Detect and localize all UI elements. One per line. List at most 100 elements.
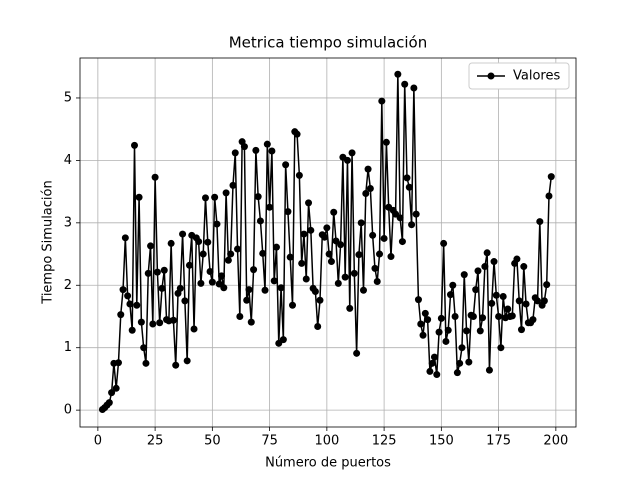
x-tick-label: 150 (429, 434, 454, 449)
data-point (277, 284, 285, 292)
data-point (293, 130, 301, 138)
data-point (199, 250, 207, 258)
data-point (437, 314, 445, 322)
data-point (243, 296, 251, 304)
legend-label: Valores (513, 69, 560, 84)
data-point (449, 281, 457, 289)
data-point (414, 296, 422, 304)
x-tick-label: 175 (486, 434, 511, 449)
data-point (169, 316, 177, 324)
data-point (515, 297, 523, 305)
data-point (305, 199, 313, 207)
data-point (153, 268, 161, 276)
data-point (307, 226, 315, 234)
data-point (366, 184, 374, 192)
data-point (357, 219, 365, 227)
data-point (543, 281, 551, 289)
data-point (227, 250, 235, 258)
data-point (497, 344, 505, 352)
data-point (266, 203, 274, 211)
data-point (474, 267, 482, 275)
data-point (355, 251, 363, 259)
x-axis-label: Número de puertos (265, 456, 391, 471)
data-point (112, 384, 120, 392)
data-point (435, 328, 443, 336)
data-point (213, 220, 221, 228)
y-tick-label: 0 (64, 403, 72, 418)
data-point (343, 156, 351, 164)
data-point (428, 359, 436, 367)
data-point (382, 138, 390, 146)
data-point (401, 80, 409, 88)
data-point (124, 292, 132, 300)
x-tick-label: 125 (372, 434, 397, 449)
data-point (472, 286, 480, 294)
data-point (204, 238, 212, 246)
data-point (376, 250, 384, 258)
x-tick-label: 0 (94, 434, 102, 449)
grid (80, 58, 576, 427)
data-point (353, 349, 361, 357)
data-point (387, 253, 395, 261)
data-point (250, 266, 258, 274)
data-point (396, 214, 404, 222)
x-tick-label: 25 (147, 434, 164, 449)
data-point (135, 193, 143, 201)
data-point (256, 217, 264, 225)
data-point (142, 359, 150, 367)
data-point (144, 269, 152, 277)
data-point (195, 238, 203, 246)
data-point (403, 174, 411, 182)
legend: Valores (468, 62, 570, 90)
data-point (131, 141, 139, 149)
data-point (261, 286, 269, 294)
data-point (282, 161, 290, 169)
data-point (158, 284, 166, 292)
data-point (508, 312, 516, 320)
data-point (520, 263, 528, 271)
data-point (394, 70, 402, 78)
data-point (483, 249, 491, 257)
data-point (378, 97, 386, 105)
data-point (300, 230, 308, 238)
data-point (316, 296, 324, 304)
data-point (272, 243, 280, 251)
data-point (444, 326, 452, 334)
data-point (492, 291, 500, 299)
data-point (245, 286, 253, 294)
data-point (105, 399, 113, 407)
data-point (504, 305, 512, 313)
data-point (190, 325, 198, 333)
data-point (172, 361, 180, 369)
y-axis-label: Tiempo Simulación (41, 180, 56, 304)
y-tick-label: 2 (64, 278, 72, 293)
data-point (229, 181, 237, 189)
data-point (433, 371, 441, 379)
data-point (410, 84, 418, 92)
data-point (254, 193, 262, 201)
data-point (183, 357, 191, 365)
data-point (108, 389, 116, 397)
data-point (147, 242, 155, 250)
data-point (350, 269, 358, 277)
x-tick-label: 75 (261, 434, 278, 449)
x-tick-label: 200 (543, 434, 568, 449)
data-point (359, 286, 367, 294)
data-point (536, 218, 544, 226)
data-point (364, 165, 372, 173)
data-point (302, 275, 310, 283)
data-point (268, 147, 276, 155)
data-point (499, 293, 507, 301)
data-point (458, 344, 466, 352)
data-point (117, 311, 125, 319)
data-point (160, 266, 168, 274)
data-point (185, 261, 193, 269)
data-point (179, 230, 187, 238)
data-point (380, 234, 388, 242)
data-point (430, 353, 438, 361)
data-point (149, 320, 157, 328)
data-point (284, 208, 292, 216)
data-point (426, 367, 434, 375)
data-point (456, 359, 464, 367)
